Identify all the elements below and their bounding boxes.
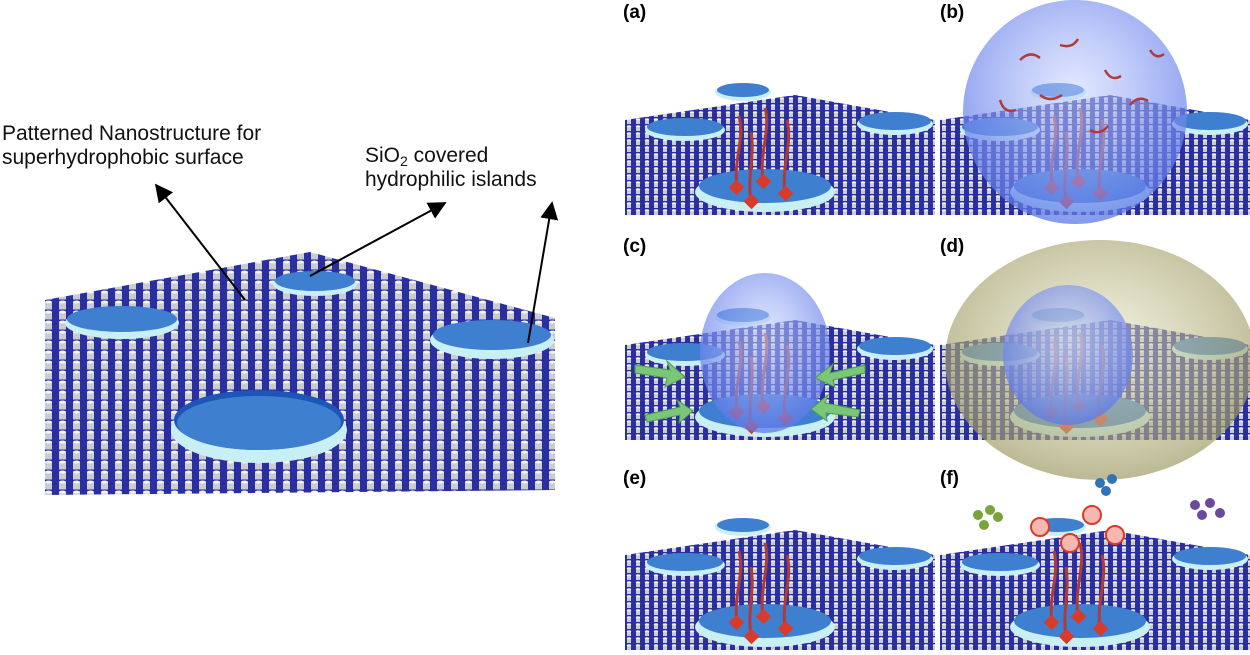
bound-targets-red [1030, 505, 1125, 553]
panel-f-illustration [940, 474, 1250, 650]
island-back [273, 271, 357, 296]
nanostructure-label-line1: Patterned Nanostructure for [2, 122, 262, 145]
bound-targets-purple [1190, 498, 1225, 520]
panel-d-illustration [940, 240, 1250, 480]
callout-arrow-nanostructure [154, 183, 246, 301]
droplet [1003, 285, 1133, 425]
main-surface [45, 252, 555, 495]
panel-label-f: (f) [940, 468, 959, 489]
sio2-label: SiO2 covered hydrophilic islands [365, 144, 537, 192]
panel-a-illustration [625, 83, 935, 215]
island-right [430, 320, 554, 359]
nanostructure-label: Patterned Nanostructure for superhydroph… [2, 122, 261, 170]
sio2-label-line2: hydrophilic islands [365, 168, 537, 191]
panel-label-d: (d) [940, 236, 965, 257]
droplet [700, 273, 830, 433]
panel-label-b: (b) [940, 2, 965, 23]
nanostructure-label-line2: superhydrophobic surface [2, 146, 244, 169]
sio-prefix: SiO [365, 144, 401, 167]
free-strands [998, 38, 1165, 134]
island-left [65, 306, 179, 339]
panel-b-illustration [940, 0, 1250, 224]
panel-e-illustration [625, 518, 935, 650]
sio-subscript: 2 [400, 153, 408, 169]
droplet [963, 0, 1187, 224]
panel-label-a: (a) [623, 2, 647, 23]
panel-label-e: (e) [623, 468, 647, 489]
callout-arrow-island-right [527, 201, 559, 344]
compress-arrows [634, 359, 866, 425]
bound-targets-green [973, 505, 1003, 530]
island-front [171, 390, 347, 463]
sio-suffix: covered [407, 144, 489, 167]
sio2-label-line1: SiO2 covered [365, 144, 537, 168]
callout-arrow-island-back [309, 202, 447, 277]
bound-targets-blue [1095, 474, 1117, 496]
panel-c-illustration [625, 273, 935, 440]
panel-label-c: (c) [623, 236, 647, 257]
